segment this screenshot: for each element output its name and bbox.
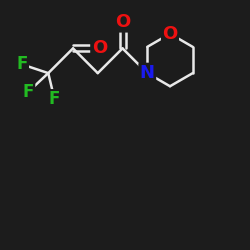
Text: F: F: [16, 56, 28, 74]
Text: N: N: [140, 64, 155, 82]
Text: F: F: [49, 90, 60, 108]
Text: O: O: [92, 40, 107, 58]
Text: O: O: [115, 13, 130, 31]
Text: O: O: [162, 25, 178, 43]
Text: F: F: [22, 83, 34, 101]
